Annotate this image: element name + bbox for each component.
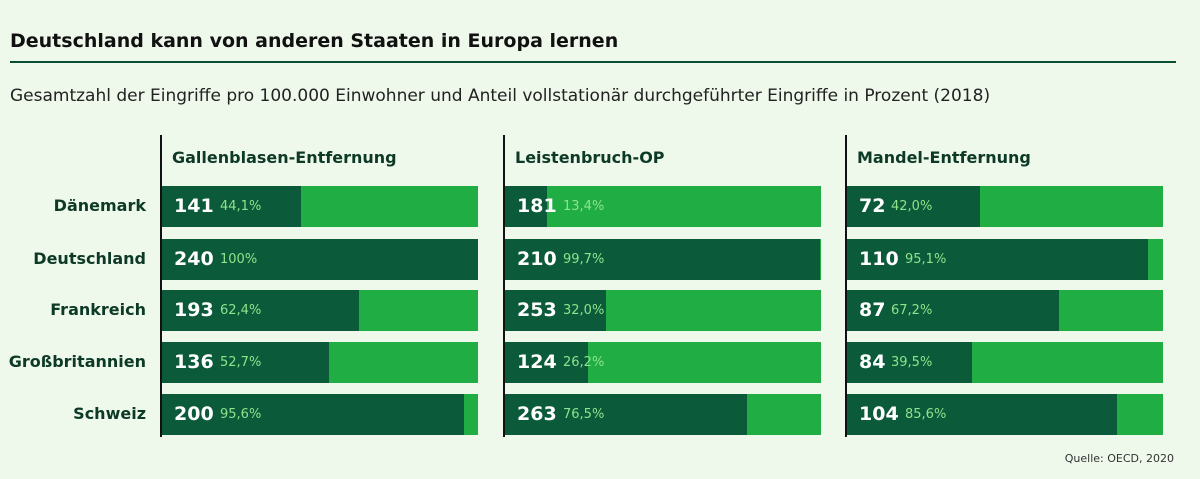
share-label: 67,2%	[891, 303, 933, 318]
chart-subtitle: Gesamtzahl der Eingriffe pro 100.000 Ein…	[10, 86, 991, 106]
bar-inpatient-share	[162, 239, 478, 280]
share-label: 62,4%	[220, 303, 262, 318]
bar-total: 84 39,5%	[847, 342, 1163, 383]
category-label: Frankreich	[50, 300, 146, 319]
total-label: 104	[859, 403, 899, 425]
bar-inpatient-share	[162, 186, 302, 227]
bar-total: 72 42,0%	[847, 186, 1163, 227]
share-label: 52,7%	[220, 355, 262, 370]
share-label: 32,0%	[563, 303, 605, 318]
source-note: Quelle: OECD, 2020	[1064, 452, 1174, 465]
total-label: 110	[859, 248, 899, 270]
bar-inpatient-share	[505, 239, 821, 280]
category-label: Großbritannien	[8, 352, 146, 371]
bar-inpatient-share	[847, 342, 972, 383]
total-label: 84	[859, 351, 886, 373]
panel-1: Leistenbruch-OP 181 13,4% 210 99,7% 253 32,0% 1…	[503, 135, 823, 437]
bar-total: 87 67,2%	[847, 290, 1163, 331]
total-label: 263	[517, 403, 557, 425]
total-label: 87	[859, 299, 886, 321]
total-label: 210	[517, 248, 557, 270]
share-label: 99,7%	[563, 252, 605, 267]
bar-inpatient-share	[505, 186, 548, 227]
bar-inpatient-share	[162, 394, 465, 435]
bar-inpatient-share	[847, 186, 980, 227]
share-label: 44,1%	[220, 199, 262, 214]
bar-total: 200 95,6%	[162, 394, 478, 435]
bar-inpatient-share	[505, 342, 588, 383]
bar-total: 124 26,2%	[505, 342, 821, 383]
share-label: 95,6%	[220, 407, 262, 422]
panel-title: Mandel-Entfernung	[857, 148, 1031, 167]
panel-2: Mandel-Entfernung 72 42,0% 110 95,1% 87 67,2% 8…	[845, 135, 1165, 437]
share-label: 95,1%	[905, 252, 947, 267]
title-divider	[10, 61, 1176, 63]
bar-total: 253 32,0%	[505, 290, 821, 331]
bar-total: 263 76,5%	[505, 394, 821, 435]
bar-total: 104 85,6%	[847, 394, 1163, 435]
total-label: 141	[174, 195, 214, 217]
panel-title: Gallenblasen-Entfernung	[172, 148, 397, 167]
bar-inpatient-share	[162, 290, 360, 331]
chart-title: Deutschland kann von anderen Staaten in …	[10, 30, 619, 52]
bar-total: 193 62,4%	[162, 290, 478, 331]
share-label: 100%	[220, 252, 258, 267]
category-label: Dänemark	[53, 196, 146, 215]
bar-total: 181 13,4%	[505, 186, 821, 227]
bar-inpatient-share	[847, 290, 1060, 331]
bar-inpatient-share	[847, 239, 1148, 280]
total-label: 136	[174, 351, 214, 373]
share-label: 13,4%	[563, 199, 605, 214]
bar-total: 240 100%	[162, 239, 478, 280]
bar-inpatient-share	[847, 394, 1118, 435]
panel-0: Gallenblasen-Entfernung 141 44,1% 240 100% 19…	[160, 135, 480, 437]
total-label: 124	[517, 351, 557, 373]
total-label: 72	[859, 195, 886, 217]
bar-total: 210 99,7%	[505, 239, 821, 280]
share-label: 76,5%	[563, 407, 605, 422]
share-label: 85,6%	[905, 407, 947, 422]
bar-total: 141 44,1%	[162, 186, 478, 227]
category-label: Schweiz	[73, 404, 146, 423]
bar-inpatient-share	[505, 394, 747, 435]
category-label: Deutschland	[33, 249, 146, 268]
total-label: 181	[517, 195, 557, 217]
share-label: 42,0%	[891, 199, 933, 214]
total-label: 193	[174, 299, 214, 321]
share-label: 39,5%	[891, 355, 933, 370]
bar-inpatient-share	[505, 290, 607, 331]
panel-title: Leistenbruch-OP	[515, 148, 665, 167]
bar-total: 136 52,7%	[162, 342, 478, 383]
share-label: 26,2%	[563, 355, 605, 370]
total-label: 253	[517, 299, 557, 321]
total-label: 240	[174, 248, 214, 270]
total-label: 200	[174, 403, 214, 425]
bar-inpatient-share	[162, 342, 329, 383]
bar-total: 110 95,1%	[847, 239, 1163, 280]
